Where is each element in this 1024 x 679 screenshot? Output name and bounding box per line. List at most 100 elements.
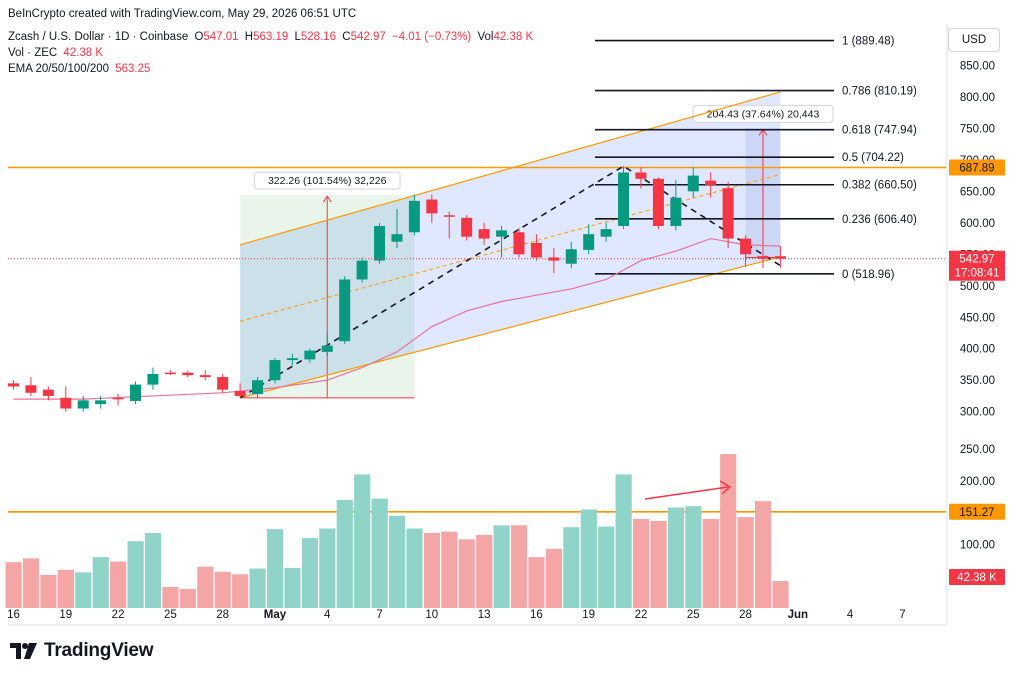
channel-lower-line (239, 256, 781, 399)
volume-bar (632, 518, 650, 608)
volume-bar (197, 566, 214, 608)
volume-bar (615, 474, 632, 608)
low-label: L (294, 31, 301, 43)
candle-body (740, 238, 752, 255)
volume-bar (737, 517, 754, 608)
candle-body (618, 172, 630, 226)
measure-label-1: 204.43 (37.64%) 20,443 (707, 108, 820, 120)
price-tick-label: 450.00 (960, 312, 995, 324)
candle-body (182, 372, 194, 376)
volume-level-label: 151.27 (959, 507, 994, 519)
time-tick-label: 25 (687, 609, 700, 621)
candle-body (391, 234, 403, 242)
measure-label-box-0 (253, 171, 401, 190)
time-tick-label: 28 (739, 609, 752, 621)
candle-body (8, 383, 19, 387)
time-tick-label: 19 (59, 609, 72, 621)
candle-body (234, 390, 246, 396)
close-value: 542.97 (350, 31, 386, 43)
tradingview-logo-text: TradingView (44, 640, 154, 661)
candle-body (496, 230, 508, 237)
candle-body (478, 229, 490, 239)
candle-body (60, 397, 72, 409)
high-label: H (244, 31, 254, 43)
volume-bar (336, 499, 353, 608)
vol-indicator-label[interactable]: Vol · ZEC (8, 47, 58, 59)
volume-bar (127, 541, 144, 608)
price-tick-label: 850.00 (960, 60, 995, 72)
tradingview-logo[interactable]: TradingView (10, 640, 154, 662)
volume-tick-label: 100.00 (960, 539, 995, 551)
fib-label-1: 1 (889.48) (842, 36, 895, 48)
channel-fill (240, 91, 781, 398)
low-value: 528.16 (300, 31, 337, 43)
volume-bar (772, 581, 789, 608)
volume-trend-arrow (644, 486, 729, 500)
volume-tick-label: 250.00 (960, 444, 995, 456)
candle-body (600, 229, 612, 237)
volume-bar (563, 527, 580, 608)
volume-bar (720, 454, 737, 608)
volume-bar (580, 509, 597, 608)
volume-bar (598, 526, 615, 608)
candle-body (670, 197, 682, 226)
candle-body (565, 249, 577, 264)
candle-body (548, 257, 560, 261)
fib-label-0.786: 0.786 (810.19) (842, 86, 917, 98)
currency-button[interactable]: USD (948, 28, 1000, 52)
volume-bar (423, 532, 441, 608)
volume-bar (40, 574, 57, 608)
candle-body (530, 242, 542, 258)
symbol-name[interactable]: Zcash / U.S. Dollar · 1D · Coinbase (8, 31, 189, 43)
symbol-header: Zcash / U.S. Dollar · 1D · Coinbase O547… (8, 31, 536, 43)
price-tick-label: 300.00 (960, 407, 995, 419)
volume-bar (301, 538, 319, 608)
volume-bar (144, 532, 162, 608)
volume-bar (22, 558, 40, 608)
candle-body (321, 345, 333, 352)
volume-bar (232, 574, 249, 608)
fib-label-0.236: 0.236 (606.40) (842, 214, 917, 226)
volume-trend-arrowhead (719, 480, 732, 495)
time-tick-label: 4 (847, 609, 854, 621)
candle-body (252, 380, 264, 395)
candle-body (42, 389, 54, 396)
price-tick-label: 650.00 (960, 186, 995, 198)
volume-bar (110, 561, 127, 608)
candle-body (426, 199, 438, 214)
current-volume-label: 42.38 K (957, 572, 997, 584)
volume-bar (57, 569, 74, 608)
volume-bar (650, 520, 667, 608)
volume-bar (685, 506, 702, 608)
volume-bar (354, 474, 371, 608)
time-tick-label: 7 (376, 609, 382, 621)
bar-countdown-label: 17:08:41 (955, 268, 1000, 280)
time-tick-label: 28 (216, 609, 229, 621)
volume-bar (458, 539, 475, 608)
time-tick-label: 19 (582, 609, 595, 621)
price-tick-label: 350.00 (960, 375, 995, 387)
time-tick-label: 10 (425, 609, 438, 621)
candle-body (339, 279, 351, 342)
volume-level-label-badge (949, 503, 1005, 520)
time-tick-label: 16 (7, 609, 20, 621)
ema-label[interactable]: EMA 20/50/100/200 (8, 63, 110, 75)
candle-body (705, 180, 717, 186)
ema-value: 563.25 (115, 63, 151, 75)
current-price-badge (949, 250, 1005, 281)
open-label: O (194, 31, 204, 43)
candle-body (269, 360, 281, 381)
candle-body (374, 225, 386, 261)
volume-bar (667, 507, 685, 608)
candle-body (722, 188, 734, 239)
time-tick-label: 22 (112, 609, 125, 621)
vol-label: Vol (477, 31, 494, 43)
volume-bar (388, 515, 406, 608)
volume-legend: Vol · ZEC 42.38 K (8, 47, 106, 59)
candle-body (217, 377, 229, 390)
candle-body (687, 175, 699, 192)
fib-label-0: 0 (518.96) (842, 269, 895, 281)
time-tick-label: 4 (324, 609, 331, 621)
candle-body (583, 234, 595, 250)
